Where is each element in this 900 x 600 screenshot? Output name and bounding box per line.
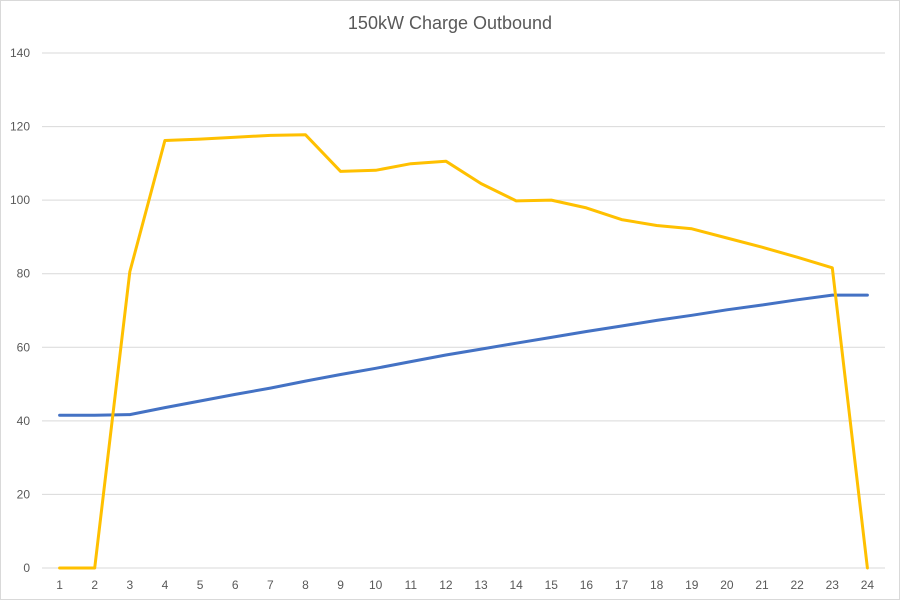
series-lines: [58, 133, 869, 570]
y-tick-label: 120: [10, 120, 30, 134]
x-tick-label: 10: [369, 578, 383, 592]
x-tick-label: 21: [755, 578, 769, 592]
x-tick-label: 9: [337, 578, 344, 592]
x-tick-label: 11: [405, 578, 418, 592]
x-tick-label: 5: [197, 578, 204, 592]
x-tick-label: 1: [56, 578, 63, 592]
x-tick-label: 24: [861, 578, 875, 592]
x-tick-label: 8: [302, 578, 309, 592]
x-tick-label: 17: [615, 578, 629, 592]
y-tick-label: 60: [17, 340, 31, 354]
x-tick-label: 22: [791, 578, 805, 592]
y-tick-label: 140: [10, 46, 30, 60]
series-line-1: [58, 293, 869, 417]
x-tick-label: 7: [267, 578, 274, 592]
x-tick-label: 2: [91, 578, 98, 592]
x-tick-label: 23: [826, 578, 840, 592]
x-tick-label: 4: [162, 578, 169, 592]
x-tick-label: 20: [720, 578, 734, 592]
chart-title: 150kW Charge Outbound: [347, 13, 553, 33]
series-line-2: [58, 133, 869, 570]
x-tick-label: 15: [545, 578, 559, 592]
x-tick-label: 6: [232, 578, 239, 592]
x-tick-label: 14: [510, 578, 524, 592]
y-tick-label: 40: [17, 414, 31, 428]
x-tick-label: 16: [580, 578, 594, 592]
x-tick-label: 19: [685, 578, 699, 592]
x-tick-label: 3: [126, 578, 133, 592]
x-tick-label: 12: [439, 578, 453, 592]
x-tick-label: 13: [474, 578, 488, 592]
y-tick-label: 80: [17, 267, 31, 281]
y-tick-label: 100: [10, 193, 30, 207]
y-tick-label: 0: [23, 561, 30, 575]
y-tick-label: 20: [17, 487, 31, 501]
x-tick-label: 18: [650, 578, 664, 592]
gridlines: [42, 52, 885, 495]
